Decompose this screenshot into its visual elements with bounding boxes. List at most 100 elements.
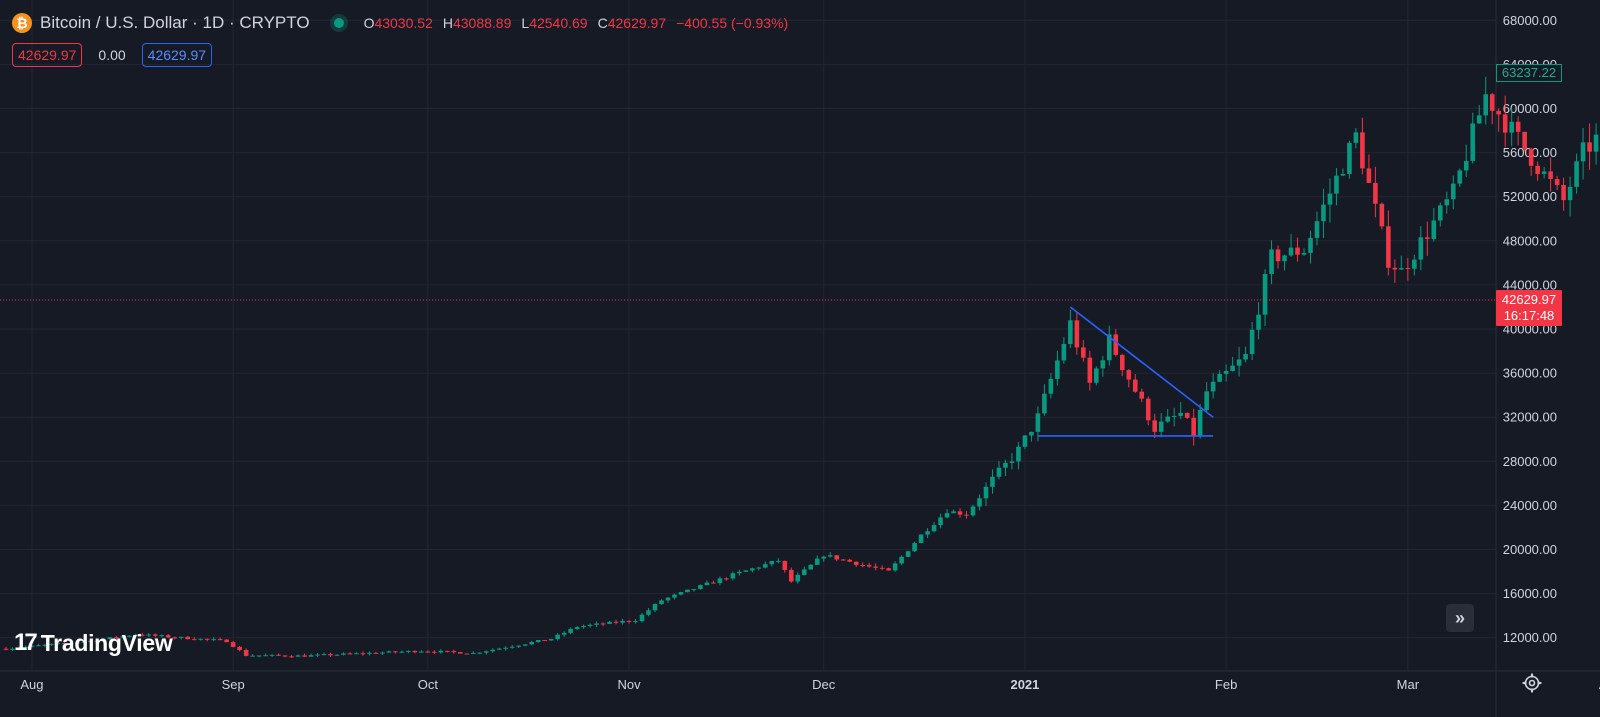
double-chevron-right-icon[interactable]: »: [1446, 604, 1474, 632]
buy-button[interactable]: 42629.97: [141, 43, 213, 67]
candle-body: [1042, 393, 1047, 414]
candle-body: [3, 648, 9, 650]
candle-body: [237, 646, 242, 651]
candle-body: [1515, 121, 1521, 132]
candle-body: [88, 640, 93, 642]
candle-body: [691, 589, 697, 591]
candle-body: [1094, 368, 1099, 383]
candle-body: [29, 645, 35, 647]
candle-body: [185, 636, 191, 640]
symbol-title[interactable]: Bitcoin / U.S. Dollar · 1D · CRYPTO: [40, 13, 310, 32]
candle-body: [724, 578, 729, 580]
candle-body: [1373, 182, 1378, 204]
candle-body: [555, 634, 560, 640]
time-tick-label: Dec: [812, 677, 836, 692]
candle-body: [1392, 267, 1398, 270]
candle-body: [866, 565, 872, 567]
candle-body: [1405, 268, 1411, 270]
market-status-icon[interactable]: [333, 18, 344, 28]
candle-body: [139, 634, 145, 636]
candle-body: [1132, 379, 1138, 392]
high-value: 43088.89: [452, 15, 512, 31]
candle-body: [795, 574, 801, 582]
candle-body: [659, 600, 664, 605]
candle-body: [756, 567, 762, 569]
candle-body: [996, 467, 1002, 477]
candle-body: [198, 638, 203, 640]
candle-body: [412, 650, 418, 653]
candle-body: [600, 623, 606, 625]
candle-body: [672, 594, 677, 598]
candle-body: [308, 655, 314, 657]
candle-body: [730, 573, 736, 579]
time-tick-label: 2021: [1010, 677, 1039, 692]
price-tick-label: 60000.00: [1503, 101, 1557, 116]
candle-body: [1145, 398, 1151, 421]
candle-body: [94, 640, 100, 642]
candle-body: [127, 635, 132, 637]
sell-button[interactable]: 42629.97: [12, 43, 83, 67]
candle-body: [743, 570, 749, 572]
change-value: −400.55 (−0.93%): [676, 15, 789, 31]
candle-body: [1399, 268, 1404, 270]
candle-body: [1100, 360, 1106, 369]
tradingview-mark-icon: 17: [14, 629, 38, 656]
candle-body: [509, 646, 515, 648]
candle-body: [380, 652, 385, 654]
candle-body: [1055, 360, 1060, 379]
candle-body: [230, 642, 236, 647]
candle-body: [211, 639, 216, 641]
triangle-drawing[interactable]: [1037, 306, 1214, 437]
candle-body: [295, 655, 301, 657]
last-price-label: 42629.97 16:17:48: [1496, 290, 1562, 326]
candle-body: [918, 534, 924, 544]
order-panel: 42629.97 0.00 42629.97: [12, 43, 213, 67]
candle-body: [68, 643, 74, 645]
candle-body: [1126, 370, 1132, 380]
candle-body: [1230, 365, 1235, 371]
candle-body: [458, 652, 463, 654]
candle-body: [977, 498, 982, 507]
price-tick-label: 44000.00: [1503, 277, 1557, 292]
candle-body: [496, 648, 502, 650]
candle-body: [1567, 186, 1573, 201]
candle-body: [1386, 226, 1391, 268]
candle-body: [464, 653, 470, 655]
candle-body: [146, 634, 152, 636]
candle-body: [535, 640, 541, 643]
candle-body: [204, 638, 210, 640]
time-tick-label: Aug: [20, 677, 43, 692]
candle-body: [1119, 354, 1125, 371]
close-value: 42629.97: [607, 15, 667, 31]
candle-body: [1295, 247, 1300, 255]
tradingview-logo[interactable]: 17 TradingView: [14, 629, 173, 657]
candle-body: [419, 651, 424, 653]
candle-body: [1009, 461, 1015, 463]
candle-body: [607, 621, 612, 624]
candle-body: [1509, 121, 1514, 133]
candle-body: [1483, 94, 1489, 116]
candle-body: [10, 648, 15, 650]
candle-body: [386, 651, 392, 653]
high-price-marker: 63237.22: [1496, 63, 1562, 82]
candle-body: [860, 564, 865, 566]
gear-icon[interactable]: [1522, 673, 1542, 693]
candle-body: [191, 639, 197, 641]
candle-body: [470, 652, 476, 654]
candle-body: [425, 651, 431, 653]
candle-body: [1087, 357, 1093, 383]
candle-body: [568, 628, 573, 633]
candle-body: [438, 650, 444, 653]
candle-body: [321, 654, 327, 656]
spread-value: 0.00: [98, 47, 126, 63]
time-tick-label: Oct: [418, 677, 439, 692]
candle-body: [801, 569, 807, 575]
candle-body: [341, 653, 346, 655]
candle-body: [1035, 413, 1041, 432]
candle-body: [101, 639, 106, 642]
candle-body: [1223, 370, 1229, 374]
candle-body: [1262, 274, 1268, 315]
candle-body: [698, 585, 703, 590]
candle-body: [1165, 416, 1171, 422]
